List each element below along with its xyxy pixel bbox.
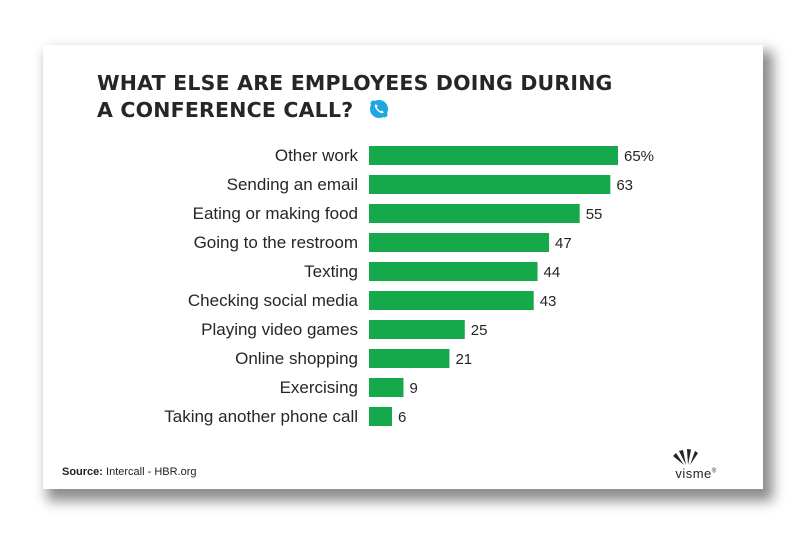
category-label: Sending an email (227, 175, 358, 194)
value-label: 65% (624, 148, 654, 165)
value-label: 9 (409, 380, 417, 397)
title-line-2: A CONFERENCE CALL? (97, 97, 657, 124)
category-label: Exercising (280, 378, 358, 397)
value-label: 55 (586, 206, 603, 223)
value-label: 44 (544, 264, 561, 281)
source-label: Source: (62, 466, 103, 478)
bar (369, 378, 404, 397)
source-note: Source: Intercall - HBR.org (62, 466, 197, 478)
bar (369, 204, 580, 223)
category-label: Online shopping (235, 349, 358, 368)
value-label: 21 (455, 351, 472, 368)
bar (369, 146, 618, 165)
title-line-2-text: A CONFERENCE CALL? (97, 98, 354, 122)
bar (369, 233, 550, 252)
value-label: 43 (540, 293, 557, 310)
brand-text: visme (675, 466, 712, 481)
bar (369, 262, 538, 281)
chart-card: WHAT ELSE ARE EMPLOYEES DOING DURING A C… (43, 45, 763, 489)
visme-logo: visme® (666, 447, 726, 485)
visme-logo-icon (673, 449, 698, 465)
value-label: 6 (398, 409, 406, 426)
bar (369, 175, 611, 194)
value-label: 47 (555, 235, 572, 252)
brand-name: visme® (666, 466, 726, 481)
chart-title: WHAT ELSE ARE EMPLOYEES DOING DURING A C… (97, 70, 657, 124)
category-label: Checking social media (188, 291, 359, 310)
registered-mark: ® (711, 468, 717, 475)
bar-chart: Other work 65% Sending an email 63 Eating or… (164, 146, 654, 426)
category-label: Taking another phone call (164, 407, 358, 426)
category-label: Other work (275, 146, 359, 165)
category-label: Going to the restroom (194, 233, 358, 252)
value-label: 63 (616, 177, 633, 194)
source-text: Intercall - HBR.org (102, 466, 197, 478)
bar (369, 291, 534, 310)
title-line-1: WHAT ELSE ARE EMPLOYEES DOING DURING (97, 71, 613, 95)
bar (369, 349, 450, 368)
bar (369, 407, 392, 426)
skype-phone-icon (369, 100, 388, 118)
value-label: 25 (471, 322, 488, 339)
category-label: Eating or making food (193, 204, 358, 223)
category-label: Playing video games (201, 320, 358, 339)
bar (369, 320, 465, 339)
category-label: Texting (304, 262, 358, 281)
